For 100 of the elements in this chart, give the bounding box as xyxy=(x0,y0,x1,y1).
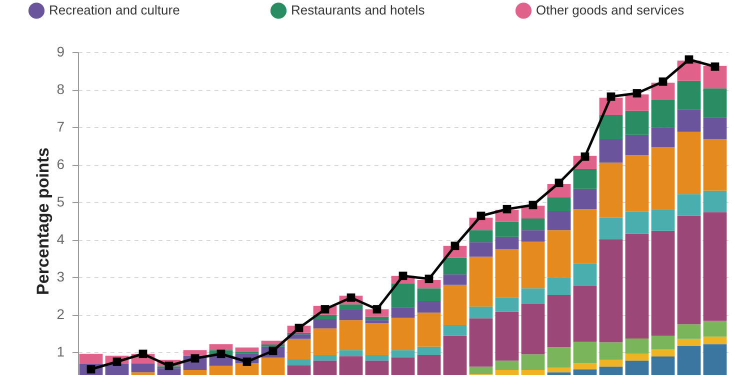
bar xyxy=(469,256,493,307)
bar xyxy=(573,342,597,364)
point xyxy=(112,358,122,366)
bar xyxy=(599,115,623,139)
bar xyxy=(521,304,545,354)
bar xyxy=(625,94,649,111)
bar xyxy=(651,209,675,231)
bar xyxy=(599,218,623,240)
bar xyxy=(469,366,493,374)
bar xyxy=(495,298,519,312)
bar xyxy=(417,288,441,301)
bar xyxy=(521,288,545,304)
bar xyxy=(625,134,649,156)
bar xyxy=(547,277,571,295)
point xyxy=(632,89,642,98)
point xyxy=(554,178,564,188)
bar xyxy=(313,319,337,328)
bar xyxy=(495,222,519,237)
bar xyxy=(573,286,597,342)
bar xyxy=(703,320,727,337)
bar xyxy=(651,147,675,210)
bar xyxy=(573,169,597,189)
legend-label: Restaurants and hotels xyxy=(291,2,426,18)
y-tick-label: 6 xyxy=(56,156,65,172)
point xyxy=(710,62,720,71)
bar xyxy=(573,209,597,264)
y-tick-label: 1 xyxy=(56,344,65,360)
bar xyxy=(469,242,493,257)
bar xyxy=(677,216,701,324)
y-tick-label: 4 xyxy=(56,231,65,247)
bar xyxy=(339,310,363,320)
bar xyxy=(677,132,701,194)
bar xyxy=(235,348,259,352)
bar xyxy=(521,218,545,230)
bar xyxy=(469,230,493,242)
bar xyxy=(547,295,571,348)
bar xyxy=(547,197,571,211)
bar xyxy=(339,320,363,350)
bar xyxy=(391,283,415,308)
bar xyxy=(573,188,597,210)
bar xyxy=(365,323,389,355)
point xyxy=(658,77,668,86)
point xyxy=(684,55,694,64)
bar xyxy=(547,347,571,368)
legend-label: Recreation and culture xyxy=(49,2,180,18)
bar xyxy=(573,264,597,286)
bar xyxy=(469,318,493,367)
point xyxy=(216,350,226,358)
bar xyxy=(547,211,571,230)
bar xyxy=(365,320,389,324)
bar xyxy=(703,66,727,88)
bar xyxy=(625,212,649,234)
point xyxy=(346,293,356,302)
bar xyxy=(703,336,727,344)
y-tick-label: 7 xyxy=(56,118,65,134)
bar xyxy=(599,342,623,360)
y-tick-label: 3 xyxy=(56,268,65,284)
point xyxy=(398,272,408,280)
bar xyxy=(443,258,467,274)
bar xyxy=(391,318,415,350)
bar xyxy=(443,325,467,336)
bar xyxy=(417,312,441,347)
bar xyxy=(625,234,649,338)
point xyxy=(450,242,460,250)
y-tick-label: 8 xyxy=(56,81,65,97)
point xyxy=(580,152,590,161)
bar xyxy=(599,139,623,163)
bar xyxy=(495,312,519,361)
bar xyxy=(651,336,675,350)
bar xyxy=(677,80,701,110)
point xyxy=(606,92,616,101)
point xyxy=(164,362,174,370)
bar xyxy=(677,194,701,216)
bar xyxy=(443,284,467,325)
bar xyxy=(521,230,545,242)
bar xyxy=(651,230,675,336)
bar xyxy=(625,338,649,354)
bar xyxy=(677,338,701,346)
y-tick-label: 5 xyxy=(56,194,65,210)
bar xyxy=(599,162,623,218)
y-tick-label: 9 xyxy=(56,44,65,60)
point xyxy=(476,212,486,220)
bar xyxy=(495,236,519,250)
bar xyxy=(209,344,233,350)
bar xyxy=(625,155,649,212)
bar xyxy=(677,109,701,132)
bar xyxy=(547,230,571,278)
bar xyxy=(703,118,727,139)
point xyxy=(528,200,538,210)
bar xyxy=(391,307,415,318)
bar xyxy=(599,239,623,342)
y-tick-label: 2 xyxy=(56,306,65,322)
legend-label: Other goods and services xyxy=(536,2,685,18)
bar xyxy=(287,338,311,360)
bar xyxy=(339,304,363,310)
point xyxy=(372,305,382,314)
bar xyxy=(625,110,649,135)
bar xyxy=(651,100,675,128)
point xyxy=(424,274,434,284)
bar xyxy=(495,249,519,298)
